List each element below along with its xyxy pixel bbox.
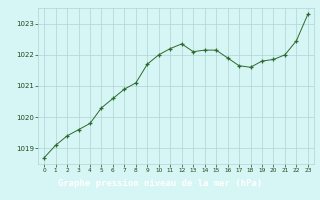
Text: Graphe pression niveau de la mer (hPa): Graphe pression niveau de la mer (hPa) (58, 180, 262, 188)
